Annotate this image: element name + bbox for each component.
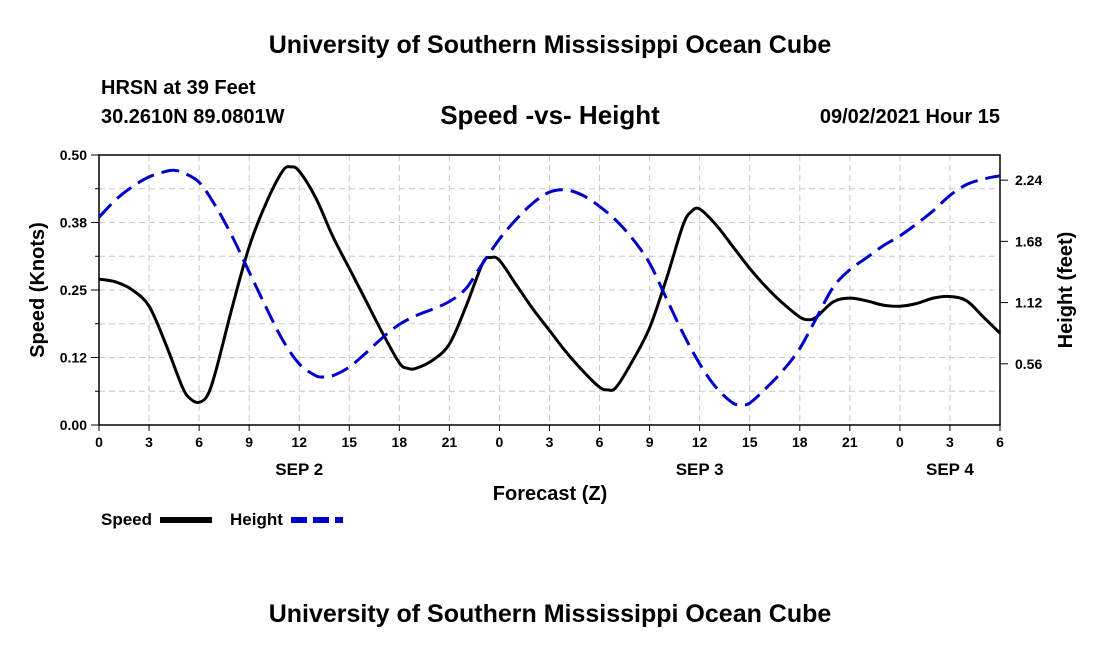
y-right-tick-label: 0.56 xyxy=(1015,356,1042,372)
x-tick-label: 0 xyxy=(896,434,904,450)
y-left-tick-label: 0.25 xyxy=(60,282,87,298)
speed-height-chart: 0 3 6 9 12 15 18 21 0 3 6 9 12 15 18 21 0 3 6 0.00 0.12 0.25 0… xyxy=(27,147,1077,529)
y-right-tick-label: 1.68 xyxy=(1015,233,1042,249)
chart-title: Speed -vs- Height xyxy=(440,100,660,130)
x-tick-label: 12 xyxy=(291,434,307,450)
x-axis-label: Forecast (Z) xyxy=(493,483,607,505)
x-tick-label: 3 xyxy=(145,434,153,450)
x-tick-label: 21 xyxy=(442,434,458,450)
y-axis-right-label: Height (feet) xyxy=(1055,232,1077,349)
legend: Speed Height xyxy=(101,510,343,529)
x-date-label: SEP 2 xyxy=(275,460,323,479)
x-tick-label: 15 xyxy=(341,434,357,450)
x-tick-label: 3 xyxy=(546,434,554,450)
x-tick-label: 21 xyxy=(842,434,858,450)
coordinates-label: 30.2610N 89.0801W xyxy=(101,106,285,128)
x-tick-label: 6 xyxy=(996,434,1004,450)
x-tick-label: 9 xyxy=(245,434,253,450)
y-left-tick-label: 0.38 xyxy=(60,215,87,231)
x-tick-label: 18 xyxy=(792,434,808,450)
x-tick-label: 12 xyxy=(692,434,708,450)
x-date-label: SEP 4 xyxy=(926,460,974,479)
x-tick-label: 6 xyxy=(596,434,604,450)
series-height-line xyxy=(97,168,1001,407)
legend-speed-label: Speed xyxy=(101,510,152,529)
x-tick-label: 9 xyxy=(646,434,654,450)
x-tick-label: 3 xyxy=(946,434,954,450)
series-speed-line xyxy=(98,165,1002,404)
y-left-tick-label: 0.12 xyxy=(60,350,87,366)
x-tick-label: 0 xyxy=(496,434,504,450)
x-tick-label: 6 xyxy=(195,434,203,450)
y-left-tick-label: 0.00 xyxy=(60,417,87,433)
y-right-tick-label: 2.24 xyxy=(1015,172,1042,188)
y-right-tick-label: 1.12 xyxy=(1015,295,1042,311)
legend-height-label: Height xyxy=(230,510,283,529)
forecast-datetime: 09/02/2021 Hour 15 xyxy=(819,106,1000,128)
page-title: University of Southern Mississippi Ocean… xyxy=(268,31,832,59)
x-date-label: SEP 3 xyxy=(676,460,724,479)
y-axis-left-label: Speed (Knots) xyxy=(27,222,49,358)
x-tick-label: 15 xyxy=(742,434,758,450)
footer-title: University of Southern Mississippi Ocean… xyxy=(268,600,832,628)
station-label: HRSN at 39 Feet xyxy=(101,77,256,99)
y-left-tick-label: 0.50 xyxy=(60,147,87,163)
x-tick-label: 0 xyxy=(95,434,103,450)
x-tick-label: 18 xyxy=(392,434,408,450)
